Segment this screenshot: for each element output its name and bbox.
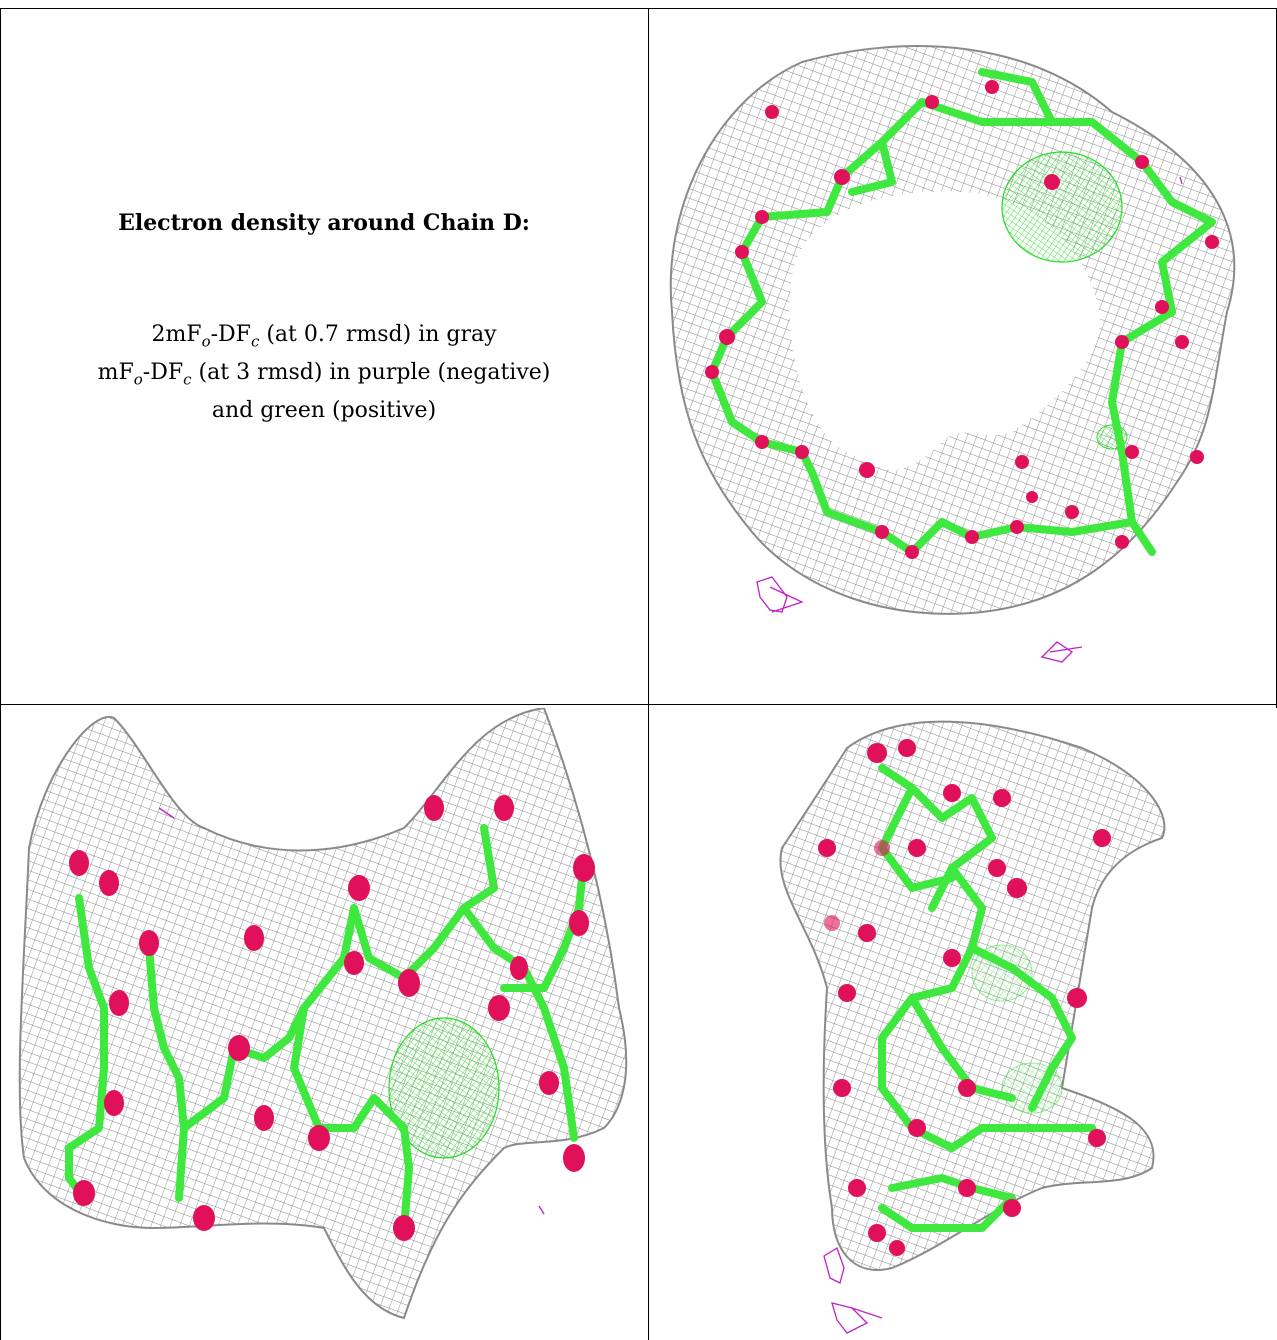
- caption-line-colors: and green (positive): [211, 398, 437, 423]
- line2-sub-o: o: [133, 370, 143, 389]
- line2-middle: -DF: [142, 360, 184, 385]
- center-divider: [648, 8, 649, 1340]
- line1-middle: -DF: [210, 322, 251, 347]
- caption-line-gray: 2mFo-DFc (at 0.7 rmsd) in gray: [0, 322, 648, 350]
- left-border: [0, 8, 1, 1340]
- oxygen-atoms: [818, 739, 1111, 1256]
- density-view-tilted: [652, 708, 1274, 1340]
- caption-title: Electron density around Chain D:: [118, 210, 530, 236]
- line2-suffix: (at 3 rmsd) in purple (negative): [191, 360, 551, 385]
- caption-line-difference: mFo-DFc (at 3 rmsd) in purple (negative): [0, 360, 648, 388]
- oxygen-atoms: [705, 80, 1219, 559]
- line2-sub-c: c: [183, 370, 192, 389]
- bonds: [878, 764, 1096, 1232]
- gray-mesh-barrel: [18, 708, 628, 1320]
- bonds: [65, 824, 588, 1232]
- positive-density-core: [388, 1017, 500, 1159]
- line1-sub-o: o: [201, 332, 211, 351]
- line1-suffix: (at 0.7 rmsd) in gray: [259, 322, 497, 347]
- density-view-top: [652, 12, 1274, 702]
- gray-mesh-column: [779, 720, 1166, 1271]
- caption-cell: Electron density around Chain D: 2mFo-DF…: [0, 0, 648, 703]
- density-view-side: [4, 708, 644, 1340]
- negative-density-marks: [823, 1247, 883, 1334]
- negative-density-marks: [158, 807, 545, 1215]
- oxygen-atoms: [69, 795, 595, 1241]
- line1-prefix: 2mF: [151, 322, 202, 347]
- line1-sub-c: c: [250, 332, 260, 351]
- middle-divider: [0, 704, 1277, 705]
- top-border: [0, 8, 1277, 9]
- negative-density-marks: [756, 176, 1183, 663]
- line2-prefix: mF: [97, 360, 134, 385]
